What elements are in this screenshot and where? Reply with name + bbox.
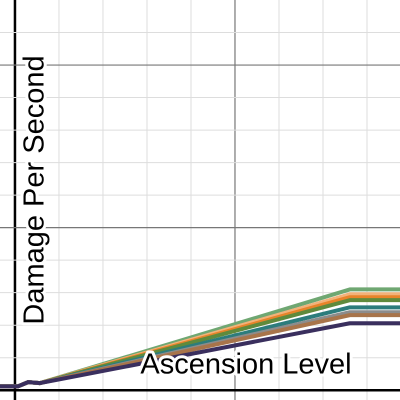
lines: [0, 287, 400, 389]
series-line: [0, 321, 400, 389]
y-axis-label: Damage Per Second: [19, 55, 51, 324]
x-axis-label: Ascension Level: [140, 349, 351, 381]
